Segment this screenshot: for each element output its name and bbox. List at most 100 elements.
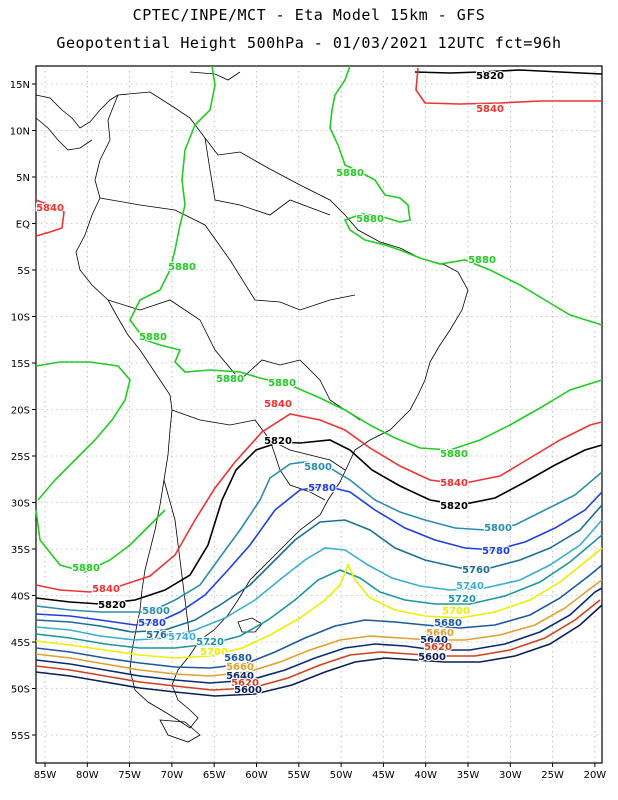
contour-label: 5660	[226, 662, 254, 673]
lat-tick-label: 5S	[17, 266, 30, 277]
contour-label: 5880	[72, 563, 100, 574]
contour-label: 5880	[440, 449, 468, 460]
contour-5840-west	[35, 199, 65, 237]
contour-5840-main	[35, 413, 603, 593]
lat-tick-label: 5N	[16, 173, 30, 184]
lon-tick-label: 30W	[499, 770, 522, 781]
contour-label: 5600	[418, 652, 446, 663]
contour-5800	[35, 461, 603, 613]
lat-tick-label: 30S	[11, 499, 30, 510]
lat-tick-label: 50S	[11, 685, 30, 696]
contour-5680	[35, 564, 603, 669]
contour-label: 5640	[226, 671, 254, 682]
contour-label: 5720	[196, 637, 224, 648]
axis-ticks: 85W 80W 75W 70W 65W 60W 55W 50W 45W 40W 35W 30W 25W 2…	[10, 80, 607, 781]
falklands	[237, 617, 263, 633]
contour-label: 5620	[231, 678, 259, 689]
contour-5640	[35, 587, 603, 684]
contour-label: 5820	[264, 436, 292, 447]
contour-label: 5820	[440, 501, 468, 512]
lon-tick-label: 45W	[372, 770, 395, 781]
country-border-6	[163, 479, 191, 641]
contour-label: 5660	[426, 628, 454, 639]
contour-5780	[35, 485, 603, 626]
lat-tick-label: 10S	[11, 313, 30, 324]
country-border-5	[269, 439, 326, 501]
lon-tick-label: 75W	[118, 770, 141, 781]
lon-tick-label: 35W	[457, 770, 480, 781]
contour-5820-main	[35, 439, 603, 605]
contour-label: 5800	[304, 462, 332, 473]
contour-5740	[35, 519, 603, 641]
contour-5880-southwest	[35, 509, 166, 573]
contour-5720	[35, 534, 603, 649]
tierra-del-fuego	[159, 719, 201, 743]
contour-5880-pacific	[35, 361, 131, 501]
contour-label: 5700	[200, 647, 228, 658]
contour-5880-amazon	[129, 65, 603, 451]
lon-tick-label: 85W	[34, 770, 57, 781]
contour-label: 5800	[484, 523, 512, 534]
lon-tick-label: 50W	[330, 770, 353, 781]
contour-label: 5720	[448, 594, 476, 605]
contour-label: 5740	[456, 581, 484, 592]
contour-label: 5840	[476, 104, 504, 115]
contour-label: 5680	[224, 653, 252, 664]
lat-tick-label: 15N	[10, 80, 30, 91]
lat-tick-label: 25S	[11, 452, 30, 463]
contour-label: 5880	[356, 214, 384, 225]
contour-label: 5880	[336, 168, 364, 179]
lat-tick-label: 55S	[11, 731, 30, 742]
contour-labels: 5820 5840 5840 5880 5880 5880 5880 5880 5880 5880…	[35, 70, 513, 697]
contour-5700	[35, 547, 603, 659]
lon-tick-label: 40W	[414, 770, 437, 781]
country-border-2	[107, 299, 301, 381]
map-title-line1: CPTEC/INPE/MCT - Eta Model 15km - GFS	[132, 6, 486, 24]
contour-label: 5760	[462, 565, 490, 576]
contour-label: 5640	[420, 635, 448, 646]
lon-tick-label: 60W	[245, 770, 268, 781]
contour-label: 5800	[142, 606, 170, 617]
contour-label: 5680	[434, 618, 462, 629]
central-america-south-coast	[35, 117, 93, 151]
contour-label: 5840	[92, 584, 120, 595]
contour-label: 5700	[442, 606, 470, 617]
lon-tick-label: 65W	[203, 770, 226, 781]
contour-label: 5740	[168, 632, 196, 643]
lon-tick-label: 20W	[584, 770, 607, 781]
contour-5620	[35, 599, 601, 691]
lat-tick-label: 10N	[10, 127, 30, 138]
contour-label: 5760	[146, 630, 174, 641]
central-america-coast	[35, 94, 119, 129]
lat-tick-label: 45S	[11, 638, 30, 649]
contour-label: 5780	[482, 546, 510, 557]
contour-label: 5820	[476, 71, 504, 82]
contour-5820-north	[414, 69, 603, 75]
contour-label: 5840	[36, 203, 64, 214]
contour-5600	[35, 604, 603, 697]
contour-5880-north	[329, 65, 603, 326]
contour-5660	[35, 579, 603, 677]
contour-label: 5780	[138, 618, 166, 629]
contour-label: 5880	[468, 255, 496, 266]
contour-label: 5840	[440, 478, 468, 489]
contour-label: 5600	[234, 685, 262, 696]
map-frame	[35, 65, 603, 764]
lat-tick-label: 40S	[11, 592, 30, 603]
lon-tick-label: 80W	[76, 770, 99, 781]
contour-label: 5620	[424, 642, 452, 653]
lon-tick-label: 25W	[541, 770, 564, 781]
height-contours	[35, 65, 603, 697]
contour-label: 5880	[216, 374, 244, 385]
lon-tick-label: 55W	[287, 770, 310, 781]
contour-5760	[35, 504, 603, 633]
contour-label: 5780	[308, 483, 336, 494]
lat-tick-label: 35S	[11, 545, 30, 556]
contour-label: 5880	[139, 332, 167, 343]
country-border-4	[204, 137, 331, 216]
contour-label: 5820	[98, 600, 126, 611]
lat-tick-label: EQ	[16, 220, 30, 231]
contour-label: 5880	[168, 262, 196, 273]
lat-tick-label: 20S	[11, 406, 30, 417]
